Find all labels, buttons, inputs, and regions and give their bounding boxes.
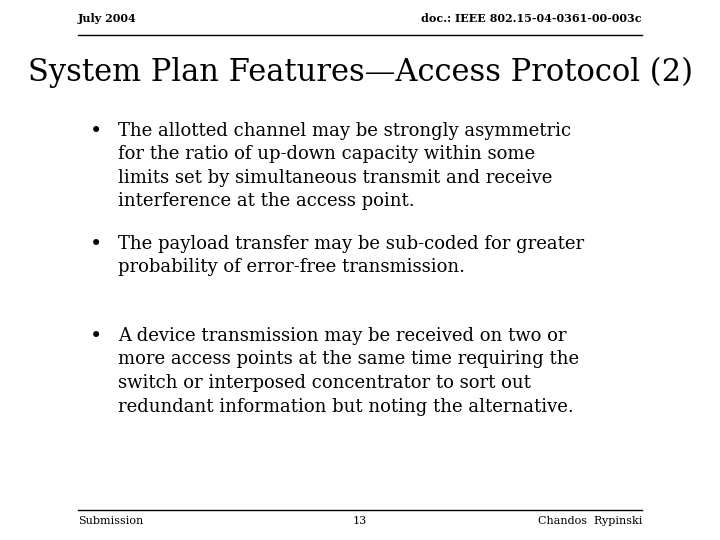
Text: •: • [90,122,102,140]
Text: The allotted channel may be strongly asymmetric
for the ratio of up-down capacit: The allotted channel may be strongly asy… [118,122,571,210]
Text: 13: 13 [353,516,367,526]
Text: •: • [90,327,102,346]
Text: doc.: IEEE 802.15-04-0361-00-003c: doc.: IEEE 802.15-04-0361-00-003c [421,14,642,24]
Text: Submission: Submission [78,516,143,526]
Text: July 2004: July 2004 [78,14,137,24]
Text: Chandos  Rypinski: Chandos Rypinski [538,516,642,526]
Text: A device transmission may be received on two or
more access points at the same t: A device transmission may be received on… [118,327,579,415]
Text: The payload transfer may be sub-coded for greater
probability of error-free tran: The payload transfer may be sub-coded fo… [118,235,584,276]
Text: System Plan Features—Access Protocol (2): System Plan Features—Access Protocol (2) [27,57,693,88]
Text: •: • [90,235,102,254]
